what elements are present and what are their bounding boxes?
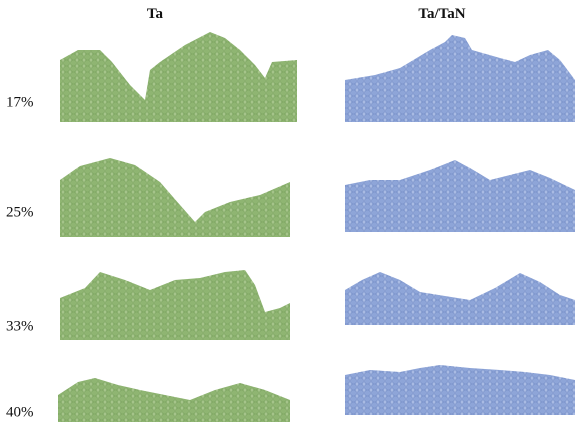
column-header: Ta/TaN xyxy=(418,6,465,22)
tatan-snapshot xyxy=(345,365,575,415)
tatan-snapshot xyxy=(345,272,575,325)
ta-snapshot xyxy=(60,32,297,122)
column-header: Ta xyxy=(147,6,164,22)
row-label: 40% xyxy=(6,404,34,420)
row-label: 25% xyxy=(6,204,34,220)
tatan-snapshot xyxy=(345,35,575,122)
figure: Ta Ta/TaN 17% 25% 33% 40% xyxy=(0,0,577,424)
tatan-snapshot xyxy=(345,160,575,232)
page: {"columns": ["Ta", "Ta/TaN"], "rows": ["… xyxy=(0,0,577,424)
ta-snapshot xyxy=(60,158,290,237)
row-label: 33% xyxy=(6,318,34,334)
ta-snapshot xyxy=(60,270,290,340)
ta-snapshot xyxy=(58,378,290,422)
row-label: 17% xyxy=(6,94,34,110)
